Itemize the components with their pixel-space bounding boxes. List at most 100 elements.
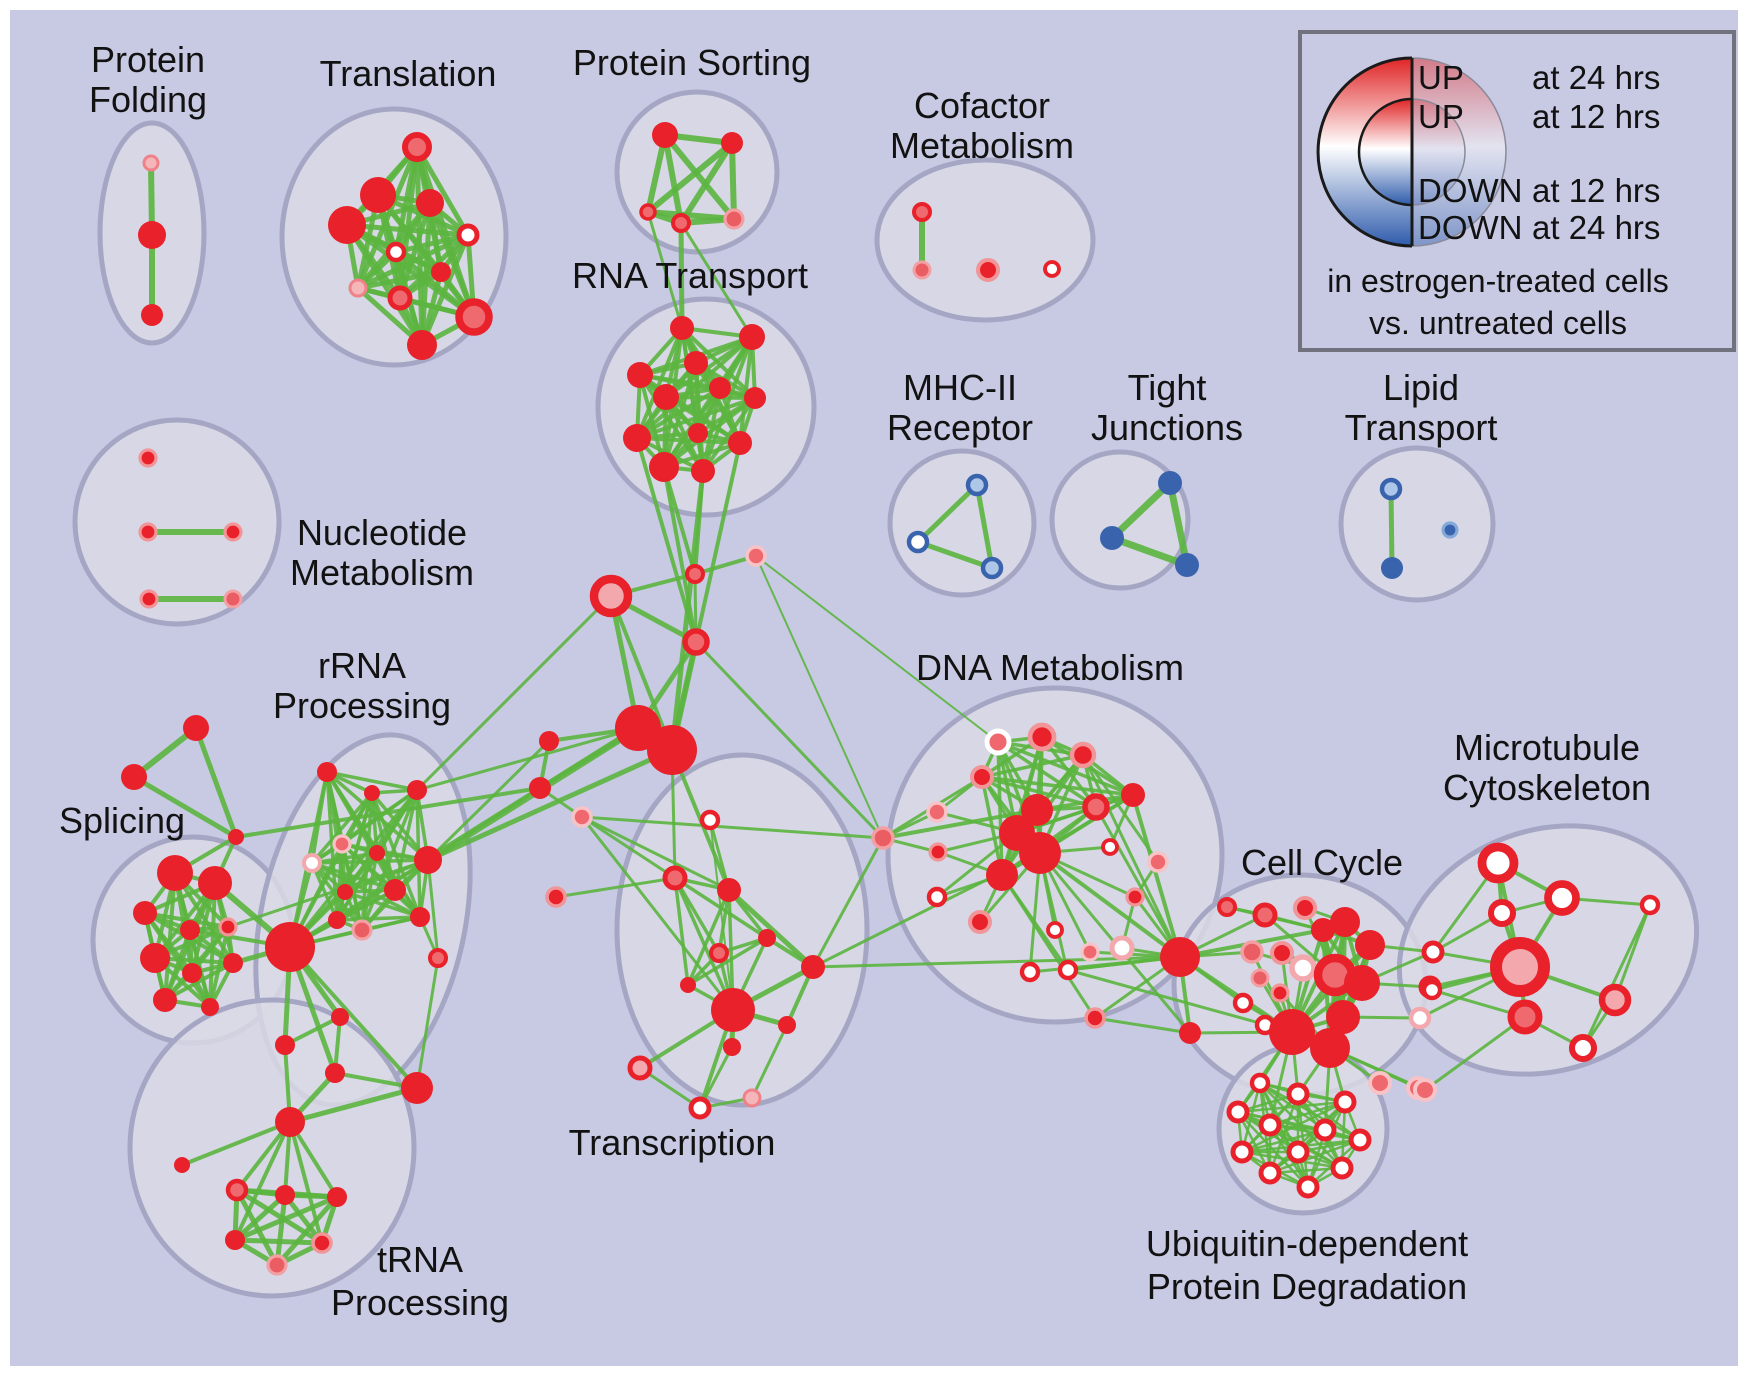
gene-node-red <box>1121 783 1145 807</box>
gene-node-red <box>1310 1028 1350 1068</box>
edge <box>635 326 684 440</box>
gene-node-blue <box>1175 553 1199 577</box>
edge <box>1108 534 1191 569</box>
gene-node-red <box>431 262 451 282</box>
gene-node-white-ring <box>984 728 1012 756</box>
gene-node-salmon-ring-red <box>976 258 1000 282</box>
legend-box <box>1298 30 1736 352</box>
edge <box>750 1023 789 1100</box>
edge <box>425 747 675 863</box>
gene-node-red <box>416 189 444 217</box>
gene-node-red-white <box>1421 940 1445 964</box>
edge <box>708 818 731 892</box>
gene-node-red <box>121 764 147 790</box>
legend-direction-label: DOWN <box>1418 172 1522 209</box>
edge <box>288 1120 324 1245</box>
edge <box>1581 903 1652 1050</box>
gene-node-red-salmon <box>1217 897 1237 917</box>
gene-node-red <box>688 423 708 443</box>
cluster-label-mhc-ii-receptor: MHC-II Receptor <box>887 367 1033 448</box>
gene-node-lightblue-ring <box>1441 521 1459 539</box>
gene-node-red-white <box>1348 1128 1372 1152</box>
edge <box>694 640 885 840</box>
gene-node-salmon <box>1250 968 1270 988</box>
gene-node-salmon <box>266 1254 288 1276</box>
gene-node-red-white <box>1313 1118 1337 1142</box>
edge <box>415 726 640 792</box>
gene-node-red <box>529 777 551 799</box>
edge <box>426 739 551 862</box>
gene-node-red <box>180 920 200 940</box>
edge <box>915 539 995 571</box>
edge <box>645 132 668 215</box>
edge <box>679 221 754 339</box>
gene-node-red <box>364 785 380 801</box>
edge <box>635 396 757 440</box>
gene-node-red-white <box>688 1096 712 1120</box>
edge <box>131 725 199 780</box>
edge <box>143 911 230 929</box>
cluster-label-microtubule-cytoskeleton: Microtubule Cytoskeleton <box>1443 727 1651 808</box>
edge <box>980 753 1085 779</box>
edge <box>609 594 674 752</box>
gene-node-salmon-ring-red <box>138 522 158 542</box>
edge <box>335 915 422 922</box>
gene-node-red <box>684 351 708 375</box>
gene-node-blue-ring-white <box>906 530 930 554</box>
gene-node-red <box>223 953 243 973</box>
gene-node-salmon <box>912 260 932 280</box>
gene-node-red <box>157 855 193 891</box>
edge <box>580 815 735 1012</box>
gene-node-red <box>778 1016 796 1034</box>
gene-node-salmon-ring-red <box>1125 887 1145 907</box>
gene-node-red <box>623 424 651 452</box>
gene-node-red <box>1269 1009 1315 1055</box>
edge <box>662 465 698 644</box>
edge <box>678 140 735 226</box>
edge <box>1268 1138 1362 1175</box>
gene-node-pink-ring-salmon <box>1413 1078 1437 1102</box>
gene-node-red <box>328 206 366 244</box>
gene-node-red-white <box>1226 1100 1250 1124</box>
gene-node-red <box>1326 1000 1360 1034</box>
edge <box>288 788 419 949</box>
gene-node-red <box>153 988 177 1012</box>
edge <box>709 819 734 1011</box>
gene-node-red <box>1311 918 1335 942</box>
edge <box>669 468 706 753</box>
gene-node-red <box>691 459 715 483</box>
gene-node-pale-ring <box>1289 954 1317 982</box>
edge <box>415 956 440 1090</box>
gene-node-salmon <box>871 826 895 850</box>
gene-node-red-salmon <box>387 285 413 311</box>
edge <box>393 232 471 255</box>
edge <box>1000 873 1097 1020</box>
cluster-label-tight-junctions: Tight Junctions <box>1091 367 1243 448</box>
gene-node-red-white <box>1249 1072 1271 1094</box>
gene-node-red-salmon <box>1252 902 1278 928</box>
gene-node-red <box>275 1035 295 1055</box>
edge <box>426 858 440 960</box>
edge <box>226 858 430 929</box>
gene-node-red <box>744 387 766 409</box>
cluster-ellipse-transcription <box>614 752 870 1108</box>
gene-node-red <box>228 829 244 845</box>
legend-circle-outline <box>1357 97 1413 207</box>
cluster-label-trna-processing: tRNA Processing <box>331 1239 509 1323</box>
cluster-label-nucleotide-metabolism: Nucleotide Metabolism <box>290 512 474 593</box>
cluster-labels: Protein Folding Translation Protein Sorting… <box>59 39 1651 1323</box>
gene-node-red <box>140 943 170 973</box>
edge <box>414 144 471 238</box>
gene-node-red <box>1179 1022 1201 1044</box>
cluster-ellipse-lipid-transport <box>1338 445 1496 603</box>
gene-node-red-salmon <box>455 298 493 336</box>
edge <box>662 132 737 222</box>
gene-node-pink-ring-salmon <box>571 806 593 828</box>
edge <box>662 396 757 469</box>
gene-node-red <box>801 955 825 979</box>
edge <box>662 132 684 226</box>
gene-node-pale-ring <box>1408 1006 1432 1030</box>
cluster-label-splicing: Splicing <box>59 800 185 841</box>
gene-node-red-white <box>1330 1156 1354 1180</box>
gene-node-red <box>1355 930 1385 960</box>
